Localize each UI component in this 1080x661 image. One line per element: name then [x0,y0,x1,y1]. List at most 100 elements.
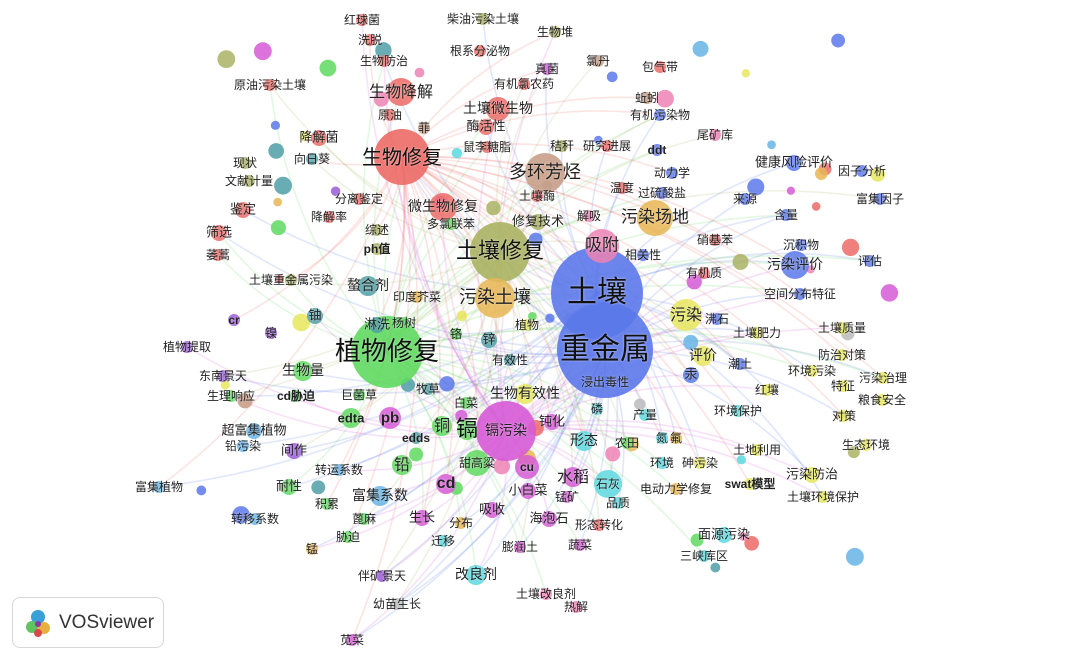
node-bubble[interactable] [439,376,455,392]
node-bubble[interactable] [411,291,423,303]
node-bubble[interactable] [761,384,773,396]
node-label[interactable]: 锰矿 [554,490,580,504]
node-label[interactable]: 氮 [655,431,669,445]
node-bubble[interactable] [474,45,486,57]
node-label[interactable]: 硝基苯 [696,233,734,247]
node-bubble[interactable] [445,218,457,230]
node-label[interactable]: 转运系数 [314,463,364,477]
node-label[interactable]: 过硫酸盐 [637,186,687,200]
node-bubble[interactable] [574,431,594,451]
node-bubble[interactable] [455,409,468,423]
node-bubble[interactable] [375,42,392,59]
node-bubble[interactable] [514,541,526,553]
node-bubble[interactable] [794,288,806,300]
node-bubble[interactable] [549,26,561,38]
node-label[interactable]: 包气带 [641,60,679,74]
node-label[interactable]: 幼苗生长 [372,597,422,611]
node-bubble[interactable] [270,120,281,130]
node-bubble[interactable] [540,588,552,600]
node-bubble[interactable] [751,444,763,456]
node-bubble[interactable] [265,327,277,339]
node-bubble[interactable] [333,464,345,476]
node-label[interactable]: 生理响应 [206,389,256,403]
node-bubble[interactable] [484,502,500,518]
node-label[interactable]: 评价 [689,348,717,364]
node-label[interactable]: 氟 [669,431,683,445]
node-bubble[interactable] [211,225,227,241]
node-label[interactable]: 印度芥菜 [392,290,442,304]
node-bubble[interactable] [741,69,751,78]
node-label[interactable]: 土地利用 [732,443,782,457]
node-bubble[interactable] [342,531,354,543]
node-label[interactable]: 特征 [830,379,856,393]
node-bubble[interactable] [228,314,240,326]
node-bubble[interactable] [637,200,673,236]
node-label[interactable]: 生物堆 [536,25,574,39]
node-label[interactable]: 形态转化 [574,518,624,532]
node-label[interactable]: 多环芳烃 [509,162,581,183]
node-label[interactable]: 生物降解 [368,82,434,101]
node-label[interactable]: 锌 [482,332,496,348]
node-bubble[interactable] [574,539,586,551]
node-bubble[interactable] [739,532,749,541]
node-label[interactable]: 巨菌草 [340,388,378,402]
node-bubble[interactable] [217,370,229,382]
node-label[interactable]: 迁移 [430,534,456,548]
node-bubble[interactable] [414,510,430,526]
node-bubble[interactable] [520,483,536,499]
node-bubble[interactable] [670,483,682,495]
node-label[interactable]: 污染治理 [858,371,908,385]
node-label[interactable]: 秸秆 [549,139,575,153]
node-label[interactable]: 膨润土 [501,540,539,554]
node-bubble[interactable] [217,50,236,69]
node-label[interactable]: 热解 [563,600,589,614]
node-bubble[interactable] [270,220,287,236]
node-bubble[interactable] [370,486,390,506]
node-label[interactable]: 分布 [448,516,474,530]
node-label[interactable]: cu [519,460,535,474]
node-bubble[interactable] [486,200,501,216]
node-bubble[interactable] [634,398,646,411]
node-bubble[interactable] [460,397,472,409]
node-label[interactable]: 积累 [314,497,340,511]
node-label[interactable]: 分离鉴定 [334,192,384,206]
node-bubble[interactable] [561,491,573,503]
node-bubble[interactable] [744,478,756,490]
node-bubble[interactable] [709,129,721,141]
node-bubble[interactable] [273,197,283,207]
node-bubble[interactable] [437,535,449,547]
node-label[interactable]: 萎蒿 [205,248,231,262]
node-bubble[interactable] [641,92,653,104]
node-label[interactable]: 吸附 [585,235,619,256]
node-label[interactable]: 面源污染 [697,527,751,543]
node-bubble[interactable] [429,193,457,221]
node-label[interactable]: 铜 [433,416,451,435]
node-label[interactable]: 根系分泌物 [449,44,511,58]
node-bubble[interactable] [698,267,710,279]
node-bubble[interactable] [475,278,515,318]
node-bubble[interactable] [637,249,649,261]
node-bubble[interactable] [369,317,385,333]
node-label[interactable]: 胁迫 [335,530,361,544]
node-label[interactable]: 降解率 [310,210,348,224]
node-label[interactable]: 铅污染 [224,439,262,453]
node-bubble[interactable] [478,119,494,135]
node-label[interactable]: 土壤 [567,275,627,310]
node-bubble[interactable] [246,423,262,439]
node-label[interactable]: 电动力学修复 [639,482,713,496]
node-label[interactable]: 铅 [393,455,411,474]
node-label[interactable]: 沸石 [704,312,730,326]
node-bubble[interactable] [710,562,721,573]
node-label[interactable]: 镍 [264,326,278,340]
node-bubble[interactable] [530,214,546,230]
node-label[interactable]: 防治对策 [817,348,867,362]
node-label[interactable]: 品质 [605,496,631,510]
node-label[interactable]: 酶活性 [466,119,506,135]
node-bubble[interactable] [541,63,553,75]
node-label[interactable]: 生物修复 [362,145,442,169]
node-bubble[interactable] [373,91,389,107]
node-bubble[interactable] [281,479,297,495]
node-bubble[interactable] [235,202,251,218]
node-bubble[interactable] [290,390,302,402]
